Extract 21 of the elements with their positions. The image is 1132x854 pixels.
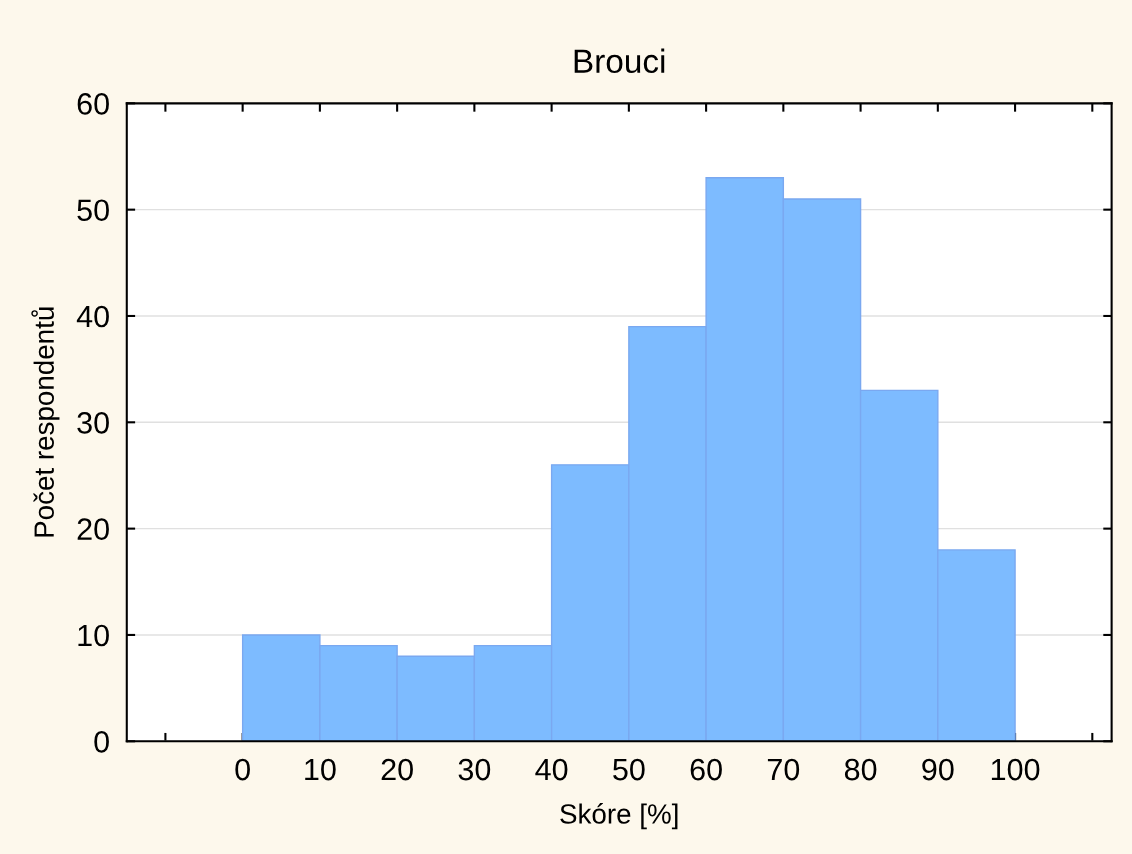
- x-tick-label: 70: [767, 758, 800, 781]
- x-tick-label: 60: [690, 758, 722, 781]
- y-tick-label: 50: [77, 199, 109, 222]
- y-tick-label: 10: [78, 624, 109, 647]
- x-tick-label: 50: [613, 758, 645, 781]
- x-tick-label: 30: [458, 758, 491, 781]
- y-tick-label: 20: [77, 518, 109, 540]
- x-tick-label: 0: [235, 758, 250, 781]
- x-tick-label: 100: [991, 758, 1040, 781]
- y-tick-label: 40: [76, 305, 109, 328]
- y-axis-title: Počet respondentů: [31, 307, 60, 537]
- y-tick-label: 30: [77, 412, 109, 434]
- x-axis-title: Skóre [%]: [560, 803, 678, 830]
- x-tick-label: 40: [535, 758, 568, 781]
- x-tick-label: 90: [922, 758, 954, 781]
- chart-title: Brouci: [574, 48, 665, 74]
- x-tick-label: 10: [305, 758, 336, 781]
- y-tick-label: 60: [77, 93, 109, 115]
- x-tick-label: 20: [381, 758, 413, 781]
- x-tick-label: 80: [844, 758, 877, 781]
- y-tick-label: 0: [94, 731, 109, 753]
